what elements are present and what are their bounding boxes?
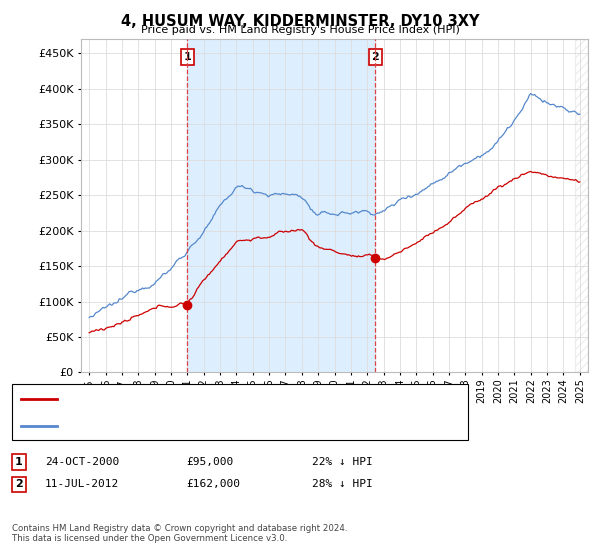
Text: 24-OCT-2000: 24-OCT-2000 — [45, 457, 119, 467]
Text: £95,000: £95,000 — [186, 457, 233, 467]
Text: £162,000: £162,000 — [186, 479, 240, 489]
Text: 28% ↓ HPI: 28% ↓ HPI — [312, 479, 373, 489]
Bar — [575, 39, 588, 372]
Text: 1: 1 — [184, 52, 191, 62]
Text: 2: 2 — [371, 52, 379, 62]
Text: 22% ↓ HPI: 22% ↓ HPI — [312, 457, 373, 467]
Text: 4, HUSUM WAY, KIDDERMINSTER, DY10 3XY: 4, HUSUM WAY, KIDDERMINSTER, DY10 3XY — [121, 14, 479, 29]
Bar — [187, 39, 376, 372]
Text: Contains HM Land Registry data © Crown copyright and database right 2024.
This d: Contains HM Land Registry data © Crown c… — [12, 524, 347, 543]
Text: 2: 2 — [15, 479, 23, 489]
Text: Price paid vs. HM Land Registry's House Price Index (HPI): Price paid vs. HM Land Registry's House … — [140, 25, 460, 35]
Text: HPI: Average price, detached house, Wyre Forest: HPI: Average price, detached house, Wyre… — [63, 421, 318, 431]
Text: 11-JUL-2012: 11-JUL-2012 — [45, 479, 119, 489]
Bar — [575, 39, 588, 372]
Text: 1: 1 — [15, 457, 23, 467]
Text: 4, HUSUM WAY, KIDDERMINSTER, DY10 3XY (detached house): 4, HUSUM WAY, KIDDERMINSTER, DY10 3XY (d… — [63, 394, 383, 404]
